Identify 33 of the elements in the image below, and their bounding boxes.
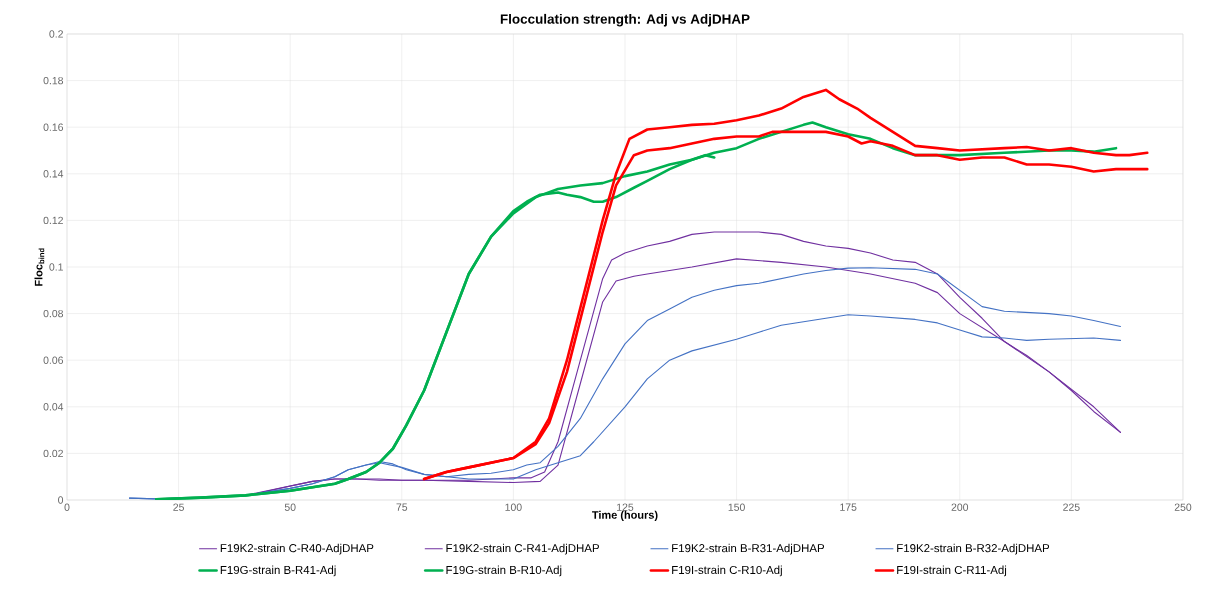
legend-label: F19K2-strain C-R40-AdjDHAP bbox=[220, 543, 374, 555]
x-tick-label: 125 bbox=[617, 503, 634, 511]
y-tick-label: 0.12 bbox=[43, 216, 63, 225]
x-tick-label: 100 bbox=[505, 503, 522, 511]
x-tick-label: 75 bbox=[396, 503, 408, 511]
legend-label: F19I-strain C-R10-Adj bbox=[672, 565, 782, 577]
legend-label: F19I-strain C-R11-Adj bbox=[897, 565, 1007, 577]
legend-label: F19G-strain B-R41-Adj bbox=[220, 565, 336, 577]
x-axis-title: Time (hours) bbox=[592, 510, 658, 521]
y-tick-label: 0.02 bbox=[43, 449, 63, 458]
y-tick-label: 0.04 bbox=[43, 403, 64, 411]
y-tick-label: 0.1 bbox=[49, 263, 63, 271]
y-tick-label: 0.08 bbox=[43, 309, 64, 318]
x-tick-label: 200 bbox=[951, 503, 969, 511]
x-tick-label: 25 bbox=[173, 503, 184, 511]
y-tick-label: 0.06 bbox=[43, 356, 64, 364]
x-tick-label: 175 bbox=[840, 503, 857, 511]
x-tick-label: 150 bbox=[728, 503, 745, 511]
y-tick-label: 0 bbox=[58, 496, 64, 504]
y-tick-label: 0.14 bbox=[43, 170, 64, 178]
legend-label: F19K2-strain B-R31-AdjDHAP bbox=[672, 543, 825, 555]
legend-label: F19G-strain B-R10-Adj bbox=[446, 565, 562, 577]
y-tick-label: 0.16 bbox=[43, 123, 64, 131]
chart-title: Flocculation strength: Adj vs AdjDHAP bbox=[500, 13, 750, 27]
x-tick-label: 50 bbox=[284, 503, 296, 511]
x-tick-label: 250 bbox=[1174, 503, 1192, 511]
y-tick-label: 0.2 bbox=[49, 30, 63, 38]
y-tick-label: 0.18 bbox=[43, 76, 64, 85]
legend-label: F19K2-strain C-R41-AdjDHAP bbox=[446, 543, 599, 555]
legend-label: F19K2-strain B-R32-AdjDHAP bbox=[897, 543, 1050, 555]
x-tick-label: 225 bbox=[1063, 503, 1080, 511]
y-axis-title: Floc$_{bind}$ bbox=[34, 248, 45, 286]
x-tick-label: 0 bbox=[64, 503, 70, 511]
